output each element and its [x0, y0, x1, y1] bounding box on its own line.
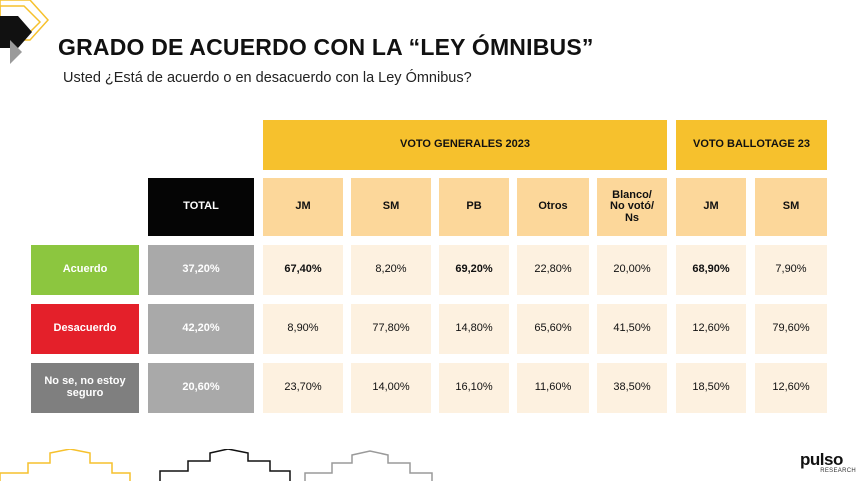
- data-cell: 14,00%: [351, 363, 431, 413]
- column-header: PB: [439, 178, 509, 236]
- row-label-acuerdo: Acuerdo: [31, 245, 139, 295]
- column-header: SM: [755, 178, 827, 236]
- data-cell: 8,90%: [263, 304, 343, 354]
- data-cell: 65,60%: [517, 304, 589, 354]
- row-label-desacuerdo: Desacuerdo: [31, 304, 139, 354]
- data-cell: 22,80%: [517, 245, 589, 295]
- data-cell: 23,70%: [263, 363, 343, 413]
- data-cell: 11,60%: [517, 363, 589, 413]
- total-header: TOTAL: [148, 178, 254, 236]
- column-header: SM: [351, 178, 431, 236]
- page-title: GRADO DE ACUERDO CON LA “LEY ÓMNIBUS”: [58, 34, 594, 60]
- column-header: JM: [676, 178, 746, 236]
- data-cell: 20,00%: [597, 245, 667, 295]
- row-label-no-sabe: No se, no estoy seguro: [31, 363, 139, 413]
- column-header: Blanco/ No votó/ Ns: [597, 178, 667, 236]
- pulso-logo: pulso RESEARCH: [800, 450, 858, 478]
- column-header: JM: [263, 178, 343, 236]
- total-value: 20,60%: [148, 363, 254, 413]
- logo-subtext: RESEARCH: [820, 468, 856, 474]
- data-cell: 14,80%: [439, 304, 509, 354]
- data-cell: 7,90%: [755, 245, 827, 295]
- data-cell: 69,20%: [439, 245, 509, 295]
- group-header-generales: VOTO GENERALES 2023: [263, 120, 667, 170]
- page-subtitle: Usted ¿Está de acuerdo o en desacuerdo c…: [63, 70, 472, 86]
- data-cell: 68,90%: [676, 245, 746, 295]
- group-header-ballotage: VOTO BALLOTAGE 23: [676, 120, 827, 170]
- total-value: 42,20%: [148, 304, 254, 354]
- data-cell: 16,10%: [439, 363, 509, 413]
- data-cell: 12,60%: [755, 363, 827, 413]
- skyline-decoration-icon: [0, 449, 433, 481]
- total-value: 37,20%: [148, 245, 254, 295]
- arrow-logo-icon: [0, 0, 50, 64]
- data-cell: 12,60%: [676, 304, 746, 354]
- data-cell: 8,20%: [351, 245, 431, 295]
- data-cell: 41,50%: [597, 304, 667, 354]
- data-cell: 67,40%: [263, 245, 343, 295]
- column-header: Otros: [517, 178, 589, 236]
- data-cell: 18,50%: [676, 363, 746, 413]
- data-cell: 38,50%: [597, 363, 667, 413]
- logo-text: pulso: [800, 450, 843, 469]
- data-cell: 77,80%: [351, 304, 431, 354]
- data-cell: 79,60%: [755, 304, 827, 354]
